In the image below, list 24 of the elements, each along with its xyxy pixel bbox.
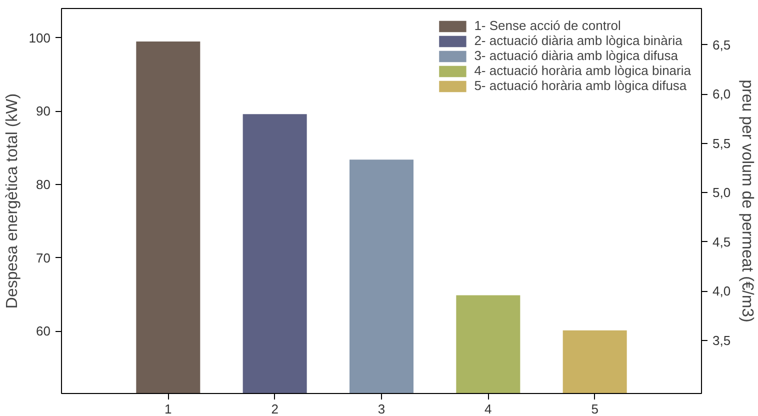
- x-tick-label: 2: [271, 402, 278, 416]
- y-tick-label: 70: [36, 250, 51, 266]
- y2-tick-label: 4,5: [712, 234, 731, 250]
- y2-tick-label: 5,0: [712, 185, 731, 200]
- x-tick-label: 5: [591, 402, 598, 416]
- y-tick-label: 60: [36, 324, 51, 339]
- y-tick-label: 90: [36, 104, 51, 119]
- x-tick-label: 4: [484, 402, 492, 416]
- y2-axis-title: preu per volum de permeat (€/m3): [738, 80, 756, 322]
- legend-label: 4- actuació horària amb lògica binaria: [474, 63, 691, 78]
- y-axis-title: Despesa energètica total (kW): [4, 93, 21, 309]
- y-tick-label: 80: [36, 177, 51, 192]
- y2-tick-label: 3,5: [712, 332, 731, 348]
- legend-label: 5- actuació horària amb lògica difusa: [474, 78, 687, 93]
- legend-label: 1- Sense acció de control: [474, 18, 621, 33]
- legend-label: 3- actuació diària amb lògica difusa: [474, 48, 678, 63]
- x-tick-label: 3: [378, 402, 386, 416]
- y2-tick-label: 4,0: [712, 284, 731, 299]
- legend-label: 2- actuació diària amb lògica binària: [474, 33, 682, 48]
- y2-tick-label: 5,5: [712, 136, 731, 151]
- y2-tick-label: 6,0: [712, 86, 731, 102]
- y2-tick-label: 6,5: [712, 37, 731, 52]
- y-tick-label: 100: [28, 30, 51, 46]
- x-tick-label: 1: [164, 402, 172, 416]
